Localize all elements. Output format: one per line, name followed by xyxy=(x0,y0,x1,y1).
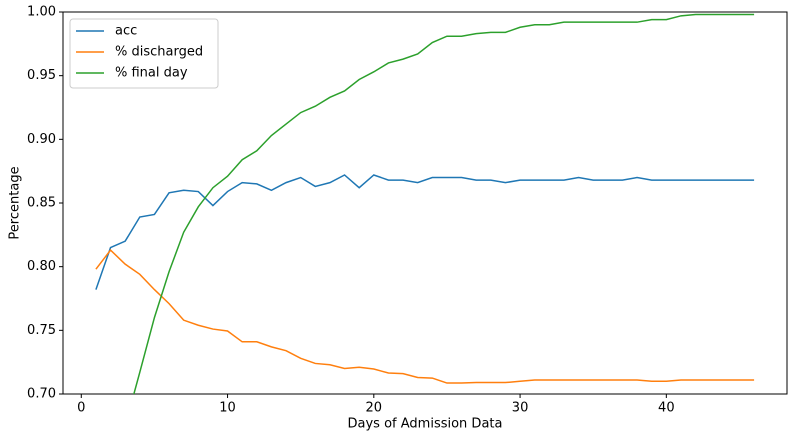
y-axis-label: Percentage xyxy=(8,166,23,239)
series-line xyxy=(133,13,755,394)
series-line xyxy=(95,174,755,290)
x-axis-label: Days of Admission Data xyxy=(348,417,503,432)
y-tick-label: 1.00 xyxy=(27,5,56,20)
y-tick-label: 0.95 xyxy=(27,68,56,83)
x-tick-label: 0 xyxy=(77,401,85,416)
y-tick-label: 0.90 xyxy=(27,132,56,147)
x-tick-label: 30 xyxy=(512,401,529,416)
y-tick-label: 0.80 xyxy=(27,259,56,274)
x-tick-label: 10 xyxy=(219,401,236,416)
y-tick-label: 0.70 xyxy=(27,387,56,402)
series-line xyxy=(95,248,755,384)
legend-label: acc xyxy=(115,24,137,39)
x-tick-label: 40 xyxy=(658,401,675,416)
legend-label: % final day xyxy=(115,66,188,81)
y-tick-label: 0.85 xyxy=(27,196,56,211)
x-tick-label: 20 xyxy=(366,401,383,416)
legend-box xyxy=(69,18,219,89)
y-tick-label: 0.75 xyxy=(27,323,56,338)
legend-label: % discharged xyxy=(115,45,203,60)
